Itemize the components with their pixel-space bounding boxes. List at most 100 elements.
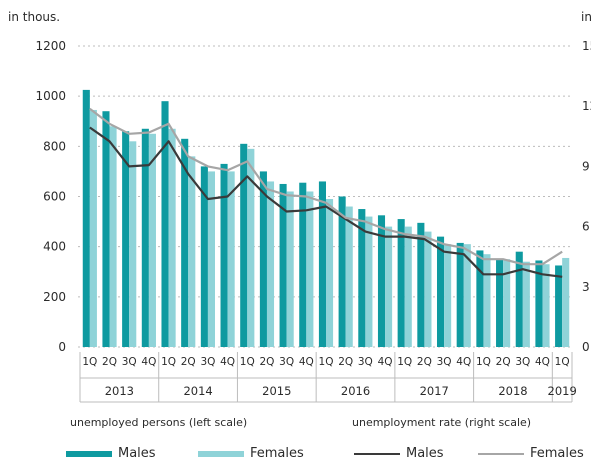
bar-females	[207, 171, 216, 347]
y-tick-label-left: 0	[58, 340, 66, 354]
bar-males	[240, 143, 248, 347]
bar-males	[456, 242, 464, 347]
year-label: 2019	[548, 384, 577, 398]
bar-females	[227, 171, 235, 347]
bar-females	[286, 191, 294, 347]
x-tick-label: 2Q	[496, 356, 511, 368]
year-label: 2018	[498, 384, 527, 398]
line-females	[89, 107, 563, 266]
x-tick-label: 3Q	[437, 356, 452, 368]
x-tick-label: 1Q	[555, 356, 570, 368]
year-label: 2016	[341, 384, 370, 398]
bar-females	[266, 181, 275, 347]
x-tick-label: 1Q	[319, 356, 334, 368]
legend-label-females-line: Females	[530, 446, 584, 461]
bar-males	[299, 182, 307, 347]
x-tick-label: 1Q	[161, 356, 176, 368]
bar-females	[542, 264, 550, 347]
bar-males	[102, 111, 110, 347]
x-tick-label: 1Q	[240, 356, 255, 368]
bar-females	[404, 226, 412, 347]
bar-males	[436, 236, 445, 347]
line-males	[89, 126, 563, 278]
bar-males	[397, 219, 405, 347]
x-tick-label: 2Q	[259, 356, 274, 368]
x-tick-label: 1Q	[82, 356, 97, 368]
y-tick-label-left: 1000	[35, 89, 66, 103]
x-tick-label: 3Q	[358, 356, 373, 368]
bar-females	[424, 231, 432, 347]
y-tick-label-left: 1200	[35, 39, 66, 53]
legend-label-males-bar: Males	[118, 446, 156, 461]
bar-females	[463, 244, 471, 347]
legend-group-left: unemployed persons (left scale)	[70, 416, 248, 429]
x-tick-label: 3Q	[515, 356, 530, 368]
bar-males	[181, 138, 189, 347]
legend-item-females-line: Females	[478, 446, 584, 461]
bar-males	[535, 260, 543, 347]
legend-label-females-bar: Females	[250, 446, 304, 461]
bar-males	[515, 251, 523, 347]
bar-females	[129, 141, 137, 347]
bar-females	[444, 244, 452, 347]
bar-males	[122, 131, 130, 347]
bar-females	[188, 156, 196, 347]
year-label: 2014	[183, 384, 212, 398]
x-tick-label: 1Q	[397, 356, 412, 368]
right-axis-unit-label: in %	[581, 10, 591, 24]
legend-swatch-females-bar	[198, 450, 244, 457]
legend-swatch-males-line	[354, 452, 400, 455]
bar-males	[496, 259, 504, 347]
bar-females	[562, 257, 570, 347]
legend-swatch-males-bar	[66, 450, 112, 457]
bar-males	[141, 128, 149, 347]
y-tick-label-left: 400	[43, 240, 66, 254]
x-tick-label: 1Q	[476, 356, 491, 368]
y-tick-label-right: 0	[582, 340, 590, 354]
legend-item-males-bar: Males	[66, 446, 156, 461]
x-tick-label: 2Q	[417, 356, 432, 368]
bar-males	[358, 209, 366, 347]
legend-group-right: unemployment rate (right scale)	[352, 416, 532, 429]
bar-males	[279, 183, 287, 347]
bar-males	[338, 196, 346, 347]
bar-females	[148, 133, 156, 347]
bar-males	[476, 250, 484, 347]
bar-females	[385, 226, 393, 347]
y-tick-label-left: 600	[43, 190, 66, 204]
x-tick-label: 2Q	[338, 356, 353, 368]
bar-females	[109, 126, 117, 348]
year-label: 2017	[420, 384, 449, 398]
x-tick-label: 2Q	[102, 356, 117, 368]
bar-males	[161, 101, 169, 347]
x-tick-label: 4Q	[220, 356, 235, 368]
y-tick-label-right: 12	[582, 99, 591, 113]
bar-males	[377, 215, 386, 347]
x-tick-label: 4Q	[299, 356, 314, 368]
left-axis-unit-label: in thous.	[8, 10, 61, 24]
x-tick-label: 3Q	[279, 356, 294, 368]
y-tick-label-left: 800	[43, 139, 66, 153]
x-tick-label: 2Q	[181, 356, 196, 368]
x-tick-label: 3Q	[200, 356, 215, 368]
legend-item-females-bar: Females	[198, 446, 304, 461]
x-tick-label: 3Q	[122, 356, 137, 368]
x-tick-label: 4Q	[378, 356, 393, 368]
bar-males	[220, 163, 228, 347]
legend-label-males-line: Males	[406, 446, 444, 461]
bar-females	[345, 206, 353, 347]
bar-females	[365, 216, 373, 347]
bar-males	[82, 89, 90, 347]
y-tick-label-right: 3	[582, 280, 590, 294]
bar-females	[326, 199, 334, 347]
bar-males	[318, 181, 326, 347]
bar-males	[417, 222, 425, 347]
year-label: 2015	[262, 384, 291, 398]
y-tick-label-left: 200	[43, 290, 66, 304]
bar-males	[555, 265, 563, 347]
bar-females	[483, 254, 491, 347]
year-label: 2013	[105, 384, 134, 398]
bar-males	[259, 171, 267, 347]
